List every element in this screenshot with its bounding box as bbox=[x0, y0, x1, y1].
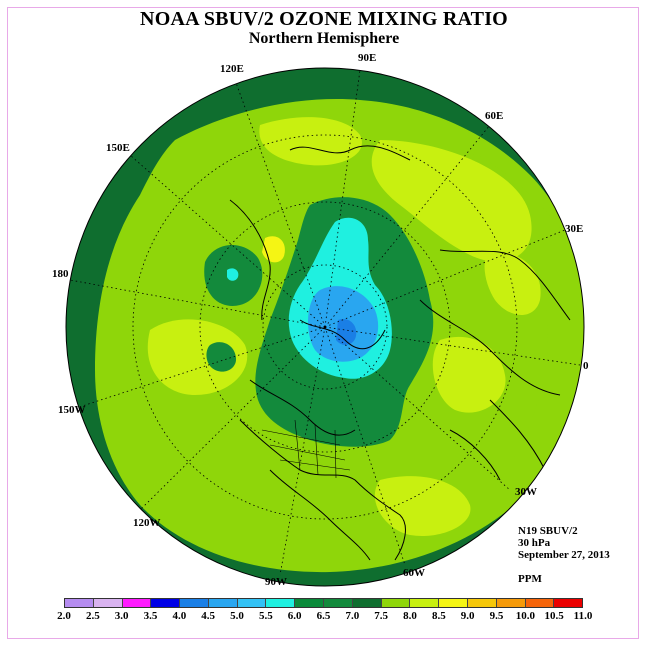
colorbar-swatch bbox=[93, 599, 123, 607]
colorbar-swatch bbox=[410, 599, 440, 607]
colorbar-tick-label: 7.5 bbox=[374, 610, 389, 622]
coastlines bbox=[229, 145, 571, 561]
instrument-label: N19 SBUV/2 bbox=[518, 525, 578, 537]
lon-label-150e: 150E bbox=[106, 142, 130, 154]
colorbar-tick-label: 8.5 bbox=[431, 610, 446, 622]
colorbar-tick-label: 4.5 bbox=[201, 610, 216, 622]
colorbar-swatch bbox=[65, 599, 94, 607]
colorbar-tick-label: 10.5 bbox=[544, 610, 564, 622]
colorbar-tick-label: 5.5 bbox=[258, 610, 273, 622]
lon-label-30e: 30E bbox=[565, 223, 584, 235]
unit-label: PPM bbox=[518, 573, 542, 585]
colorbar-tick-label: 9.0 bbox=[460, 610, 475, 622]
colorbar-ticks: 2.0 2.5 3.0 3.5 4.0 4.5 5.0 5.5 6.0 6.5 7.0 7.5 8.0 8… bbox=[0, 610, 648, 624]
contour-yellowgreen bbox=[147, 117, 541, 536]
colorbar-tick-label: 4.0 bbox=[172, 610, 187, 622]
map-boundary bbox=[65, 67, 585, 587]
colorbar-tick-label: 11.0 bbox=[573, 610, 593, 622]
lon-label-120e: 120E bbox=[220, 63, 244, 75]
colorbar-swatch bbox=[151, 599, 181, 607]
colorbar-swatch bbox=[122, 599, 152, 607]
colorbar-swatch bbox=[180, 599, 209, 607]
graticule bbox=[69, 69, 581, 576]
colorbar-tick-label: 10.0 bbox=[515, 610, 535, 622]
contour-polar-core-deep bbox=[336, 318, 357, 345]
lon-label-120w: 120W bbox=[133, 517, 161, 529]
lon-label-180: 180 bbox=[52, 268, 69, 280]
colorbar-tick-label: 3.5 bbox=[143, 610, 158, 622]
pressure-level-label: 30 hPa bbox=[518, 537, 551, 549]
colorbar-swatch bbox=[266, 599, 296, 607]
figure-frame bbox=[7, 7, 639, 639]
data-info: N19 SBUV/2 30 hPa September 27, 2013 bbox=[518, 525, 610, 561]
lon-label-90w: 90W bbox=[265, 576, 287, 588]
colorbar-tick-label: 3.0 bbox=[114, 610, 129, 622]
lon-label-0: 0 bbox=[583, 360, 589, 372]
map-subtitle: Northern Hemisphere bbox=[248, 30, 400, 47]
colorbar-tick-label: 8.0 bbox=[403, 610, 417, 622]
colorbar bbox=[64, 598, 583, 608]
colorbar-tick-label: 7.0 bbox=[345, 610, 360, 622]
colorbar-swatch bbox=[439, 599, 468, 607]
colorbar-swatch bbox=[467, 599, 497, 607]
colorbar-tick-label: 6.0 bbox=[287, 610, 302, 622]
colorbar-swatch bbox=[295, 599, 325, 607]
colorbar-swatch bbox=[237, 599, 267, 607]
date-label: September 27, 2013 bbox=[518, 549, 610, 561]
colorbar-tick-label: 6.5 bbox=[316, 610, 331, 622]
lon-label-60w: 60W bbox=[403, 567, 425, 579]
colorbar-swatch bbox=[525, 599, 555, 607]
contour-aleutian-cyan bbox=[227, 268, 239, 281]
map-title: NOAA SBUV/2 OZONE MIXING RATIO bbox=[140, 8, 508, 30]
colorbar-tick-label: 5.0 bbox=[230, 610, 244, 622]
colorbar-swatch bbox=[496, 599, 526, 607]
colorbar-tick-label: 2.0 bbox=[57, 610, 71, 622]
lon-label-150w: 150W bbox=[58, 404, 86, 416]
lon-label-90e: 90E bbox=[358, 52, 377, 64]
colorbar-swatch bbox=[324, 599, 353, 607]
colorbar-swatch bbox=[381, 599, 411, 607]
colorbar-swatch bbox=[352, 599, 382, 607]
contour-small-cell bbox=[206, 342, 237, 372]
colorbar-swatch bbox=[554, 599, 583, 607]
lon-label-60e: 60E bbox=[485, 110, 504, 122]
colorbar-swatch bbox=[208, 599, 238, 607]
political-boundaries bbox=[261, 419, 351, 479]
colorbar-tick-label: 2.5 bbox=[85, 610, 100, 622]
lon-label-30w: 30W bbox=[515, 486, 537, 498]
colorbar-tick-label: 9.5 bbox=[489, 610, 504, 622]
